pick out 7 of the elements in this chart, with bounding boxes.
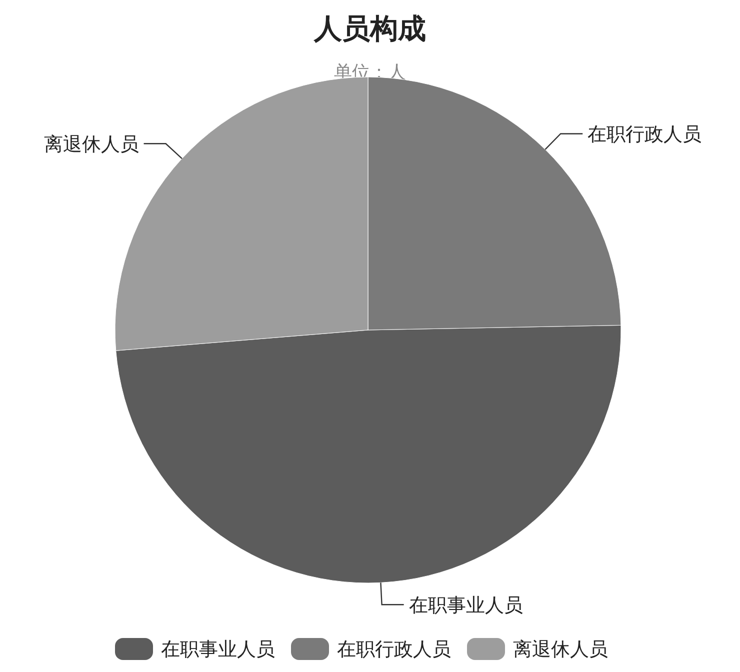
slice-label: 离退休人员 xyxy=(44,133,139,156)
legend-label: 在职事业人员 xyxy=(161,638,275,661)
slice-label: 在职事业人员 xyxy=(408,594,523,616)
legend-label: 在职行政人员 xyxy=(337,638,451,661)
chart-title: 人员构成 xyxy=(313,12,426,45)
legend-label: 离退休人员 xyxy=(513,638,608,661)
slice-label: 在职行政人员 xyxy=(588,123,702,146)
